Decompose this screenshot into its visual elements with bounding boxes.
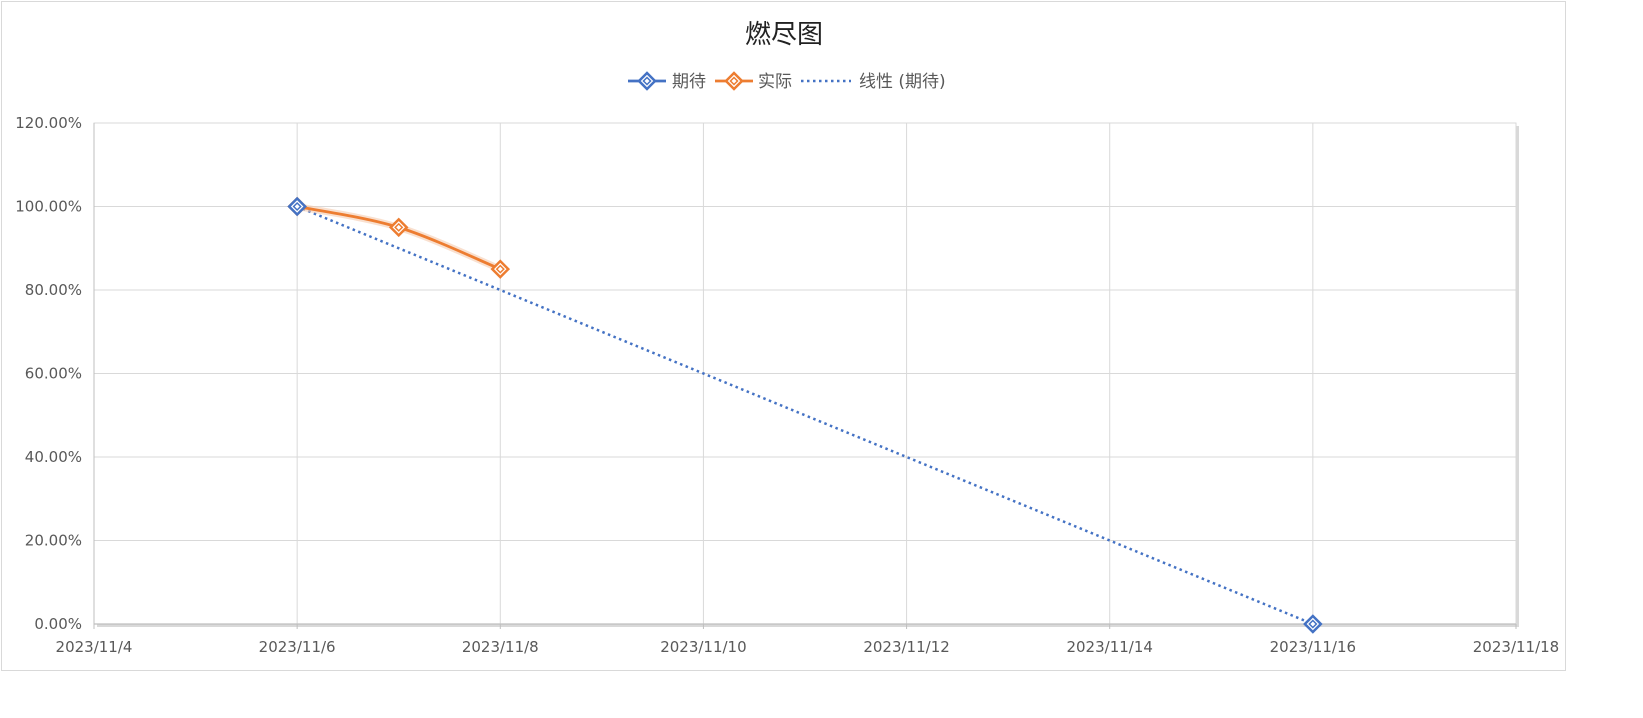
data-point xyxy=(287,196,307,217)
legend-label: 实际 xyxy=(758,72,792,92)
y-tick-label: 20.00% xyxy=(25,532,82,550)
y-axis-ticks: 0.00% 20.00% 40.00% 60.00% 80.00% 100.00% 120.… xyxy=(15,114,82,633)
y-tick-label: 0.00% xyxy=(34,615,82,633)
x-tick-label: 2023/11/14 xyxy=(1066,638,1152,656)
marker-inner xyxy=(729,76,739,86)
data-point xyxy=(388,217,409,238)
legend-marker xyxy=(637,71,657,91)
axes xyxy=(93,123,1517,629)
chart-frame: 燃尽图 期待 实际 线性 (期待) 0.00% 20.00% 40.00% 60.00% 8… xyxy=(1,1,1566,671)
legend-marker xyxy=(724,71,744,91)
gridlines xyxy=(93,122,1519,627)
x-tick-label: 2023/11/18 xyxy=(1473,638,1559,656)
chart-title: 燃尽图 xyxy=(745,20,823,50)
y-tick-label: 40.00% xyxy=(25,448,82,466)
x-tick-label: 2023/11/8 xyxy=(462,638,539,656)
series-layer xyxy=(287,196,1323,634)
legend-item-1: 实际 xyxy=(715,71,792,92)
y-tick-label: 80.00% xyxy=(25,281,82,299)
burndown-chart: 燃尽图 期待 实际 线性 (期待) 0.00% 20.00% 40.00% 60.00% 8… xyxy=(15,20,1560,656)
y-tick-label: 120.00% xyxy=(15,114,82,132)
x-tick-label: 2023/11/10 xyxy=(660,638,746,656)
y-tick-label: 100.00% xyxy=(15,198,82,216)
x-axis-ticks: 2023/11/4 2023/11/6 2023/11/8 2023/11/10 202… xyxy=(56,638,1560,656)
data-point xyxy=(490,259,511,279)
data-point xyxy=(1303,614,1323,634)
marker-inner xyxy=(642,76,652,86)
legend-label: 线性 (期待) xyxy=(859,72,946,92)
x-tick-label: 2023/11/16 xyxy=(1270,638,1356,656)
legend: 期待 实际 线性 (期待) xyxy=(628,71,946,92)
legend-item-2: 线性 (期待) xyxy=(801,72,946,92)
marker-inner xyxy=(394,222,404,232)
legend-item-0: 期待 xyxy=(628,71,706,92)
marker-inner xyxy=(1308,619,1318,629)
marker-inner xyxy=(495,264,505,274)
y-tick-label: 60.00% xyxy=(25,365,82,383)
series-0 xyxy=(287,196,1323,634)
x-tick-label: 2023/11/6 xyxy=(259,638,336,656)
x-tick-label: 2023/11/12 xyxy=(863,638,949,656)
x-tick-label: 2023/11/4 xyxy=(56,638,133,656)
marker-inner xyxy=(292,201,302,212)
legend-label: 期待 xyxy=(672,72,706,92)
